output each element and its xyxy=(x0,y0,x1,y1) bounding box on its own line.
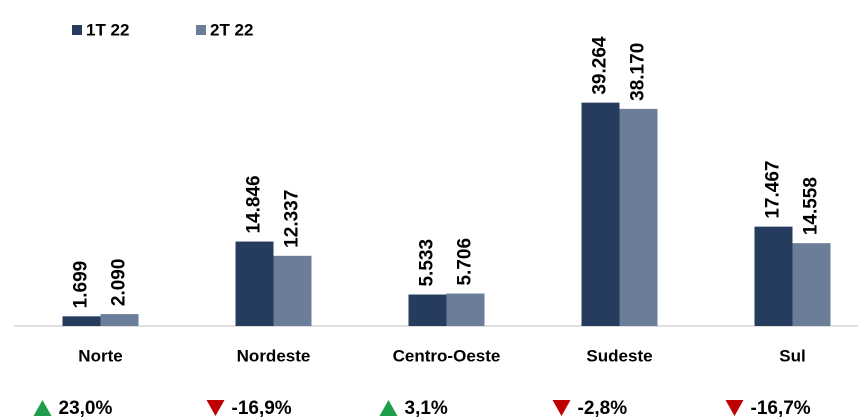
category-label: Norte xyxy=(78,346,122,365)
category-label: Sul xyxy=(779,346,805,365)
change-arrow xyxy=(725,400,744,416)
category-label: Nordeste xyxy=(237,346,311,365)
value-label: 5.533 xyxy=(417,239,438,287)
legend-swatch xyxy=(72,25,82,35)
value-label: 12.337 xyxy=(282,190,303,248)
change-arrow xyxy=(206,400,225,416)
value-label: 17.467 xyxy=(763,161,784,219)
change-arrow xyxy=(379,400,398,416)
bar xyxy=(754,226,793,326)
bar xyxy=(273,255,312,326)
value-label: 38.170 xyxy=(628,43,649,101)
bar xyxy=(235,241,274,326)
bar xyxy=(446,293,485,326)
category-label: Sudeste xyxy=(586,346,652,365)
change-label: -2,8% xyxy=(578,398,628,419)
legend-label: 2T 22 xyxy=(210,20,253,39)
legend-swatch xyxy=(196,25,206,35)
bar xyxy=(619,108,658,327)
value-label: 14.558 xyxy=(801,177,822,235)
bar xyxy=(581,102,620,326)
change-label: -16,9% xyxy=(232,398,292,419)
value-label: 2.090 xyxy=(109,259,130,307)
value-label: 1.699 xyxy=(71,261,92,309)
value-label: 39.264 xyxy=(590,36,611,95)
legend-label: 1T 22 xyxy=(86,20,129,39)
change-arrow xyxy=(33,400,52,416)
bar xyxy=(100,314,139,326)
bar xyxy=(62,316,101,326)
change-label: -16,7% xyxy=(751,398,811,419)
value-label: 14.846 xyxy=(244,175,265,233)
change-arrow xyxy=(552,400,571,416)
change-label: 3,1% xyxy=(405,398,448,419)
change-label: 23,0% xyxy=(59,398,113,419)
bar xyxy=(408,294,447,326)
bar xyxy=(792,243,831,326)
category-label: Centro-Oeste xyxy=(393,346,501,365)
value-label: 5.706 xyxy=(455,238,476,286)
